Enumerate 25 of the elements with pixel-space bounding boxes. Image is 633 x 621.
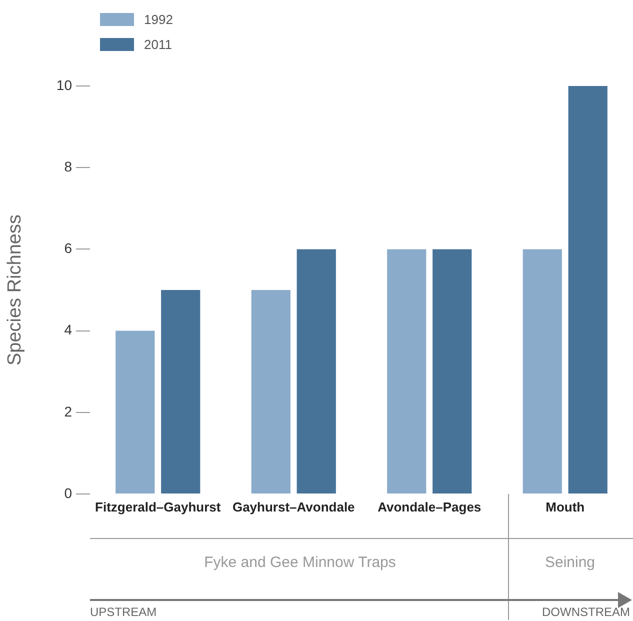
text: Fyke and Gee Minnow Traps (204, 554, 396, 571)
bar (522, 249, 562, 494)
legend-label: 1992 (144, 12, 173, 27)
legend-label: 2011 (144, 37, 172, 52)
text: UPSTREAM (90, 605, 157, 619)
bar (116, 330, 155, 494)
y-tick-label: 10 (56, 76, 72, 93)
bar (251, 290, 290, 494)
x-tick-label: Fitzgerald–Gayhurst (95, 499, 222, 514)
bar (161, 290, 200, 494)
y-axis-title: Species Richness (4, 214, 26, 366)
x-tick-label: Mouth (546, 499, 585, 514)
bar (432, 249, 472, 494)
bar (387, 249, 426, 494)
y-tick-label: 8 (64, 158, 72, 174)
y-tick-label: 6 (64, 240, 72, 256)
x-tick-label: Avondale–Pages (378, 499, 482, 514)
y-tick-label: 2 (64, 403, 72, 420)
bar (296, 249, 336, 494)
text: DOWNSTREAM (542, 605, 630, 619)
x-tick-label: Gayhurst–Avondale (232, 499, 355, 514)
y-tick-label: 4 (64, 322, 72, 338)
y-tick-label: 0 (64, 484, 72, 501)
text: Seining (544, 554, 596, 571)
bar (568, 86, 608, 494)
